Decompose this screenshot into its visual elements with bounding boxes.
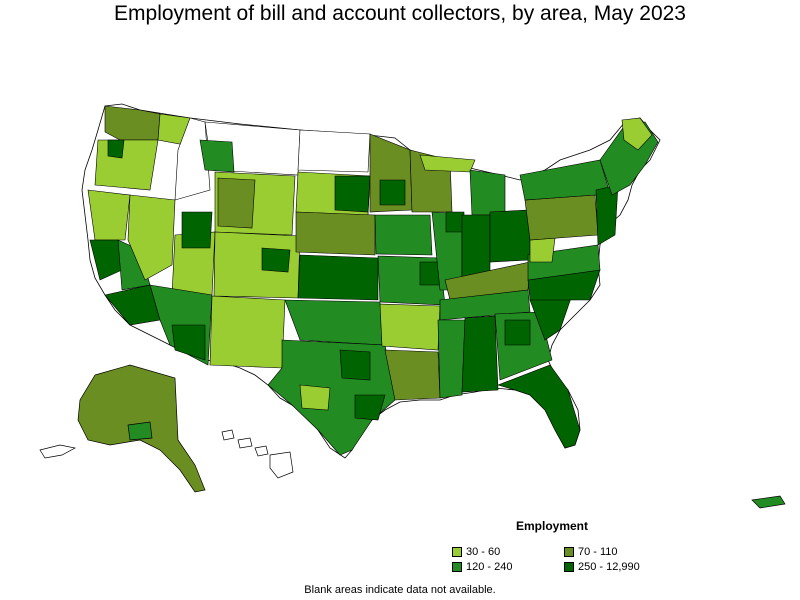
region-or [94, 139, 159, 191]
legend-label-4: 250 - 12,990 [578, 561, 640, 573]
legend-swatch-3 [452, 562, 462, 572]
region-ne [295, 211, 376, 256]
region-oh [489, 209, 531, 263]
region-ms [437, 319, 466, 399]
region-wy-west [217, 177, 256, 229]
map-title: Employment of bill and account collector… [114, 2, 686, 25]
region-pr [751, 495, 786, 509]
region-al [461, 315, 499, 393]
region-ia [374, 214, 433, 256]
hawaii [221, 429, 294, 479]
region-ok [284, 299, 383, 346]
legend-swatch-4 [564, 562, 574, 572]
region-ut-slc [181, 211, 213, 249]
region-ak-anchorage [127, 421, 153, 441]
region-ar [379, 303, 441, 351]
region-tn [439, 289, 531, 321]
hawaii-island-4 [269, 451, 294, 479]
legend-item-3: 120 - 240 [452, 561, 512, 573]
legend-item-1: 30 - 60 [452, 546, 500, 558]
region-co-denver [261, 247, 291, 273]
legend-label-2: 70 - 110 [578, 546, 618, 558]
region-mi [469, 169, 506, 216]
region-mi-up [419, 154, 476, 173]
region-la [384, 349, 441, 401]
region-wv [529, 237, 556, 263]
legend-label-3: 120 - 240 [466, 561, 513, 573]
region-nd [297, 129, 371, 173]
hawaii-island-2 [237, 437, 253, 449]
region-ne-corridor [595, 184, 619, 246]
region-tx-dfw [339, 349, 371, 381]
region-ks [297, 254, 379, 301]
region-sd-east [334, 175, 371, 213]
footnote: Blank areas indicate data not available. [304, 584, 496, 596]
region-ga-atl [504, 319, 531, 346]
region-fl [497, 364, 581, 449]
hawaii-island-1 [221, 429, 235, 441]
legend-label-1: 30 - 60 [466, 546, 501, 558]
legend-item-4: 250 - 12,990 [564, 561, 640, 573]
region-tx-west [299, 384, 331, 411]
region-nm [209, 295, 286, 369]
region-ak-islands [39, 444, 77, 459]
region-az-phx [171, 324, 206, 361]
region-or-portland [107, 139, 125, 159]
legend-swatch-1 [452, 547, 462, 557]
region-mt-patch [199, 139, 235, 173]
legend-item-2: 70 - 110 [564, 546, 618, 558]
puerto-rico [751, 495, 786, 509]
region-wa [104, 105, 161, 141]
legend-title: Employment [516, 519, 589, 533]
region-tx-houston [354, 394, 386, 421]
region-pa [524, 194, 599, 241]
hawaii-island-3 [254, 445, 269, 457]
region-mn-msp [379, 179, 406, 206]
region-ca-north [87, 189, 131, 241]
map-regions [87, 105, 659, 456]
legend-swatch-2 [564, 547, 574, 557]
region-nv [127, 194, 176, 281]
region-il-chi [445, 211, 465, 233]
region-me [621, 117, 653, 151]
alaska [39, 364, 206, 493]
region-id [174, 117, 211, 201]
